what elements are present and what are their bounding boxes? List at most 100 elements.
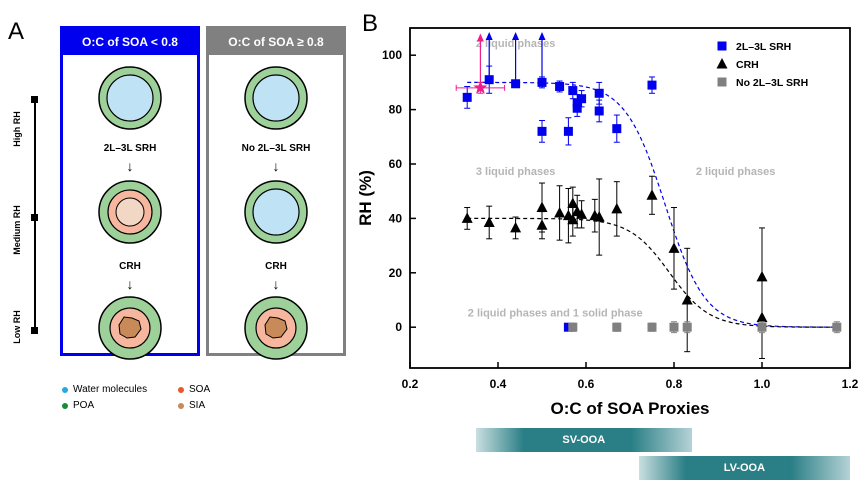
sia-dot-icon [178, 402, 184, 409]
legend-label: 2L–3L SRH [736, 41, 791, 53]
x-tick-label: 0.4 [490, 377, 507, 391]
legend-marker [716, 58, 728, 69]
crh-point [536, 219, 548, 230]
x-tick-label: 0.2 [402, 377, 419, 391]
no-2l-3l-srh-point [612, 322, 622, 332]
band-sv-ooa: SV-OOA [476, 428, 692, 452]
plot-frame [409, 27, 851, 369]
2l-3l-srh-point [647, 80, 657, 90]
2l-3l-srh-point [555, 81, 565, 91]
crh-point [756, 270, 768, 282]
region-annotation: 2 liquid phases [696, 166, 775, 178]
crh-point [554, 206, 566, 218]
2l-3l-srh-point [612, 124, 622, 134]
y-tick-label: 0 [395, 320, 402, 334]
legend-label: No 2L–3L SRH [736, 77, 808, 89]
rh-label-medium: Medium RH [12, 205, 22, 255]
legend-sia-label: SIA [189, 400, 206, 411]
x-tick-label: 0.6 [578, 377, 595, 391]
fit-curve [467, 81, 837, 328]
x-tick-label: 0.8 [666, 377, 683, 391]
y-tick-label: 100 [382, 48, 402, 62]
crh-point [461, 212, 473, 223]
left-scenario-header: O:C of SOA < 0.8 [63, 29, 197, 55]
panel-b-letter: B [362, 10, 379, 37]
lower-limit-arrowhead [538, 32, 546, 40]
lower-limit-arrowhead [485, 32, 493, 40]
region-annotation: 3 liquid phases [476, 166, 555, 178]
rh-label-low: Low RH [12, 310, 22, 344]
y-tick-label: 40 [389, 211, 403, 225]
right-label-no-srh: No 2L–3L SRH [241, 143, 311, 154]
left-particle-high-rh [98, 66, 162, 130]
crh-point [567, 197, 579, 208]
crh-point [510, 221, 522, 233]
legend-water-label: Water molecules [73, 384, 148, 395]
y-tick-label: 60 [389, 157, 403, 171]
right-particle-high-rh [244, 66, 308, 130]
legend-soa: SOA [178, 384, 210, 395]
x-axis-label: O:C of SOA Proxies [550, 399, 709, 418]
rh-axis-tick-low [31, 327, 38, 334]
rh-label-high: High RH [12, 111, 22, 147]
rh-axis-tick-medium [31, 214, 38, 221]
legend-water: Water molecules [62, 384, 147, 395]
left-particle-medium-rh [98, 180, 162, 244]
legend-poa: POA [62, 400, 94, 411]
crh-point [483, 216, 495, 227]
no-2l-3l-srh-point [757, 322, 767, 332]
crh-point [567, 213, 579, 225]
left-scenario-box: O:C of SOA < 0.8 2L–3L SRH ↓ CRH ↓ [60, 26, 200, 360]
band-lv-ooa: LV-OOA [638, 456, 850, 480]
crh-point [681, 294, 693, 305]
2l-3l-srh-point [594, 88, 604, 98]
left-label-srh: 2L–3L SRH [103, 143, 157, 154]
crh-point [646, 189, 658, 200]
no-2l-3l-srh-point [647, 322, 657, 332]
right-arrow-2: ↓ [272, 276, 280, 292]
legend-soa-label: SOA [189, 384, 211, 395]
right-arrow-1: ↓ [272, 158, 280, 174]
2l-3l-srh-point [568, 86, 578, 96]
legend-marker [717, 41, 727, 51]
crh-point [611, 202, 623, 214]
no-2l-3l-srh-point [669, 322, 679, 332]
right-label-crh: CRH [265, 261, 287, 272]
region-annotation: 2 liquid phases and 1 solid phase [468, 307, 643, 319]
left-label-crh: CRH [119, 261, 141, 272]
legend-marker [717, 77, 727, 87]
legend-sia: SIA [178, 400, 205, 411]
legend-poa-label: POA [73, 400, 95, 411]
crh-point [593, 211, 605, 222]
2l-3l-srh-point [594, 106, 604, 116]
legend-label: CRH [736, 59, 759, 71]
panel-a-letter: A [8, 18, 25, 45]
soa-dot-icon [178, 386, 184, 393]
no-2l-3l-srh-point [682, 322, 692, 332]
right-particle-medium-rh [244, 180, 308, 244]
rh-axis-tick-high [31, 96, 38, 103]
left-particle-low-rh [98, 296, 162, 360]
crh-point [668, 242, 680, 253]
lower-limit-arrowhead [476, 33, 484, 42]
poa-dot-icon [62, 402, 68, 409]
lower-limit-arrowhead [512, 32, 520, 40]
2l-3l-srh-point [462, 92, 472, 102]
no-2l-3l-srh-point [832, 322, 842, 332]
crh-point [756, 311, 768, 323]
water-dot-icon [62, 386, 68, 393]
right-scenario-header: O:C of SOA ≥ 0.8 [209, 29, 343, 55]
x-tick-label: 1.0 [754, 377, 771, 391]
2l-3l-srh-point [537, 126, 547, 136]
x-tick-label: 1.2 [842, 377, 859, 391]
y-tick-label: 20 [389, 266, 403, 280]
right-scenario-box: O:C of SOA ≥ 0.8 No 2L–3L SRH ↓ CRH ↓ [206, 26, 346, 360]
crh-point [536, 201, 548, 213]
2l-3l-srh-point [577, 94, 587, 104]
left-arrow-2: ↓ [126, 276, 134, 292]
crh-point [576, 208, 588, 219]
rh-vs-oc-chart: 2 liquid phases 3 liquid phases 2 liquid p… [356, 27, 859, 418]
no-2l-3l-srh-point [568, 322, 578, 332]
2l-3l-srh-point [563, 126, 573, 136]
y-tick-label: 80 [389, 103, 403, 117]
